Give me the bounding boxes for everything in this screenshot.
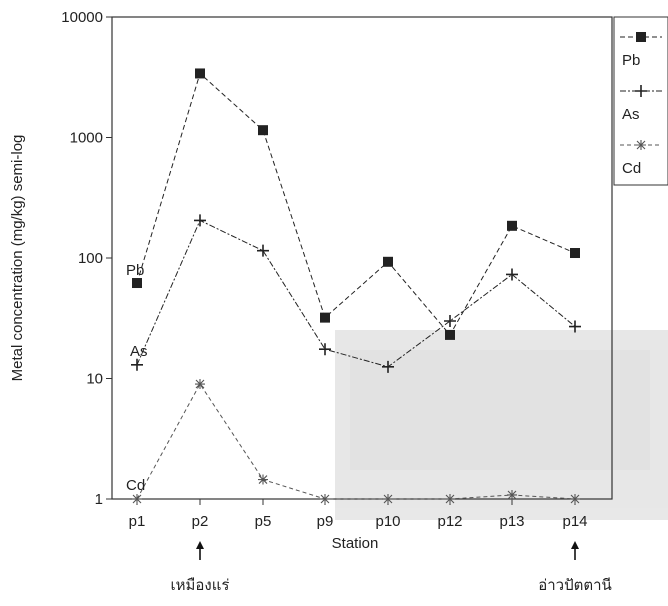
legend-marker	[636, 140, 646, 150]
inline-series-labels: Pb As Cd	[126, 262, 148, 494]
y-tick-label: 1	[95, 491, 103, 508]
annotation-label: เหมืองแร่	[171, 576, 230, 594]
x-tick-label: p2	[192, 513, 209, 530]
y-axis-title: Metal concentration (mg/kg) semi-log	[9, 135, 26, 382]
annotation-label: อ่าวปัตตานี	[538, 576, 612, 594]
cd-point-p12	[445, 494, 455, 504]
as-point-p12	[444, 315, 456, 328]
x-tick-label: p12	[437, 513, 462, 530]
inline-label-pb: Pb	[126, 262, 144, 279]
legend-item-cd: Cd	[620, 140, 662, 177]
legend: Pb As Cd	[613, 16, 668, 186]
annotation-arrow-head	[196, 541, 204, 549]
x-tick-label: p1	[129, 513, 146, 530]
annotation-arrow-head	[571, 541, 579, 549]
cd-point-p14	[570, 494, 580, 504]
series-as	[131, 214, 581, 373]
series-line-as	[136, 219, 576, 368]
cd-point-p10	[383, 494, 393, 504]
cd-point-p1	[132, 494, 142, 504]
y-tick-label: 10000	[61, 9, 103, 26]
as-point-p10	[382, 360, 394, 373]
series-line-cd	[136, 383, 576, 500]
y-tick-label: 10	[86, 371, 103, 388]
x-tick-label: p5	[255, 513, 272, 530]
x-axis-title: Station	[332, 535, 379, 552]
background-photo-watermark	[335, 330, 668, 520]
legend-box	[613, 16, 668, 186]
y-tick-label: 100	[78, 250, 103, 267]
as-point-p14	[569, 320, 581, 333]
inline-label-cd: Cd	[126, 477, 145, 494]
legend-label: Cd	[622, 160, 641, 177]
as-point-p9	[319, 343, 331, 356]
pb-point-p5	[258, 125, 268, 136]
cd-point-p5	[258, 474, 268, 485]
cd-point-p2	[195, 379, 205, 390]
pb-point-p2	[195, 68, 205, 79]
series-line-pb	[136, 72, 576, 336]
pb-point-p1	[132, 278, 142, 289]
legend-marker	[635, 85, 647, 97]
pb-point-p10	[383, 256, 393, 267]
inline-label-as: As	[130, 343, 148, 360]
series-pb	[132, 68, 580, 340]
legend-item-pb: Pb	[620, 32, 662, 69]
annotation-p2: เหมืองแร่	[171, 541, 230, 594]
y-axis-ticks: 1 10 100 1000 10000	[61, 9, 112, 508]
as-point-p13	[506, 268, 518, 281]
pb-point-p14	[570, 248, 580, 259]
annotations: เหมืองแร่ อ่าวปัตตานี	[171, 541, 612, 594]
x-tick-label: p10	[375, 513, 400, 530]
x-tick-label: p14	[562, 513, 587, 530]
as-point-p2	[194, 214, 206, 227]
x-tick-label: p9	[317, 513, 334, 530]
legend-label: As	[622, 106, 640, 123]
series-cd	[132, 379, 580, 504]
x-tick-label: p13	[499, 513, 524, 530]
legend-marker	[636, 32, 646, 42]
as-point-p1	[131, 358, 143, 371]
pb-point-p13	[507, 220, 517, 231]
cd-point-p9	[320, 494, 330, 504]
series-layer	[131, 68, 581, 504]
as-point-p5	[257, 244, 269, 257]
y-tick-label: 1000	[70, 130, 103, 147]
pb-point-p9	[320, 312, 330, 323]
annotation-p14: อ่าวปัตตานี	[538, 541, 612, 594]
pb-point-p12	[445, 329, 455, 340]
legend-label: Pb	[622, 52, 640, 69]
legend-item-as: As	[620, 85, 662, 123]
cd-point-p13	[507, 489, 517, 500]
